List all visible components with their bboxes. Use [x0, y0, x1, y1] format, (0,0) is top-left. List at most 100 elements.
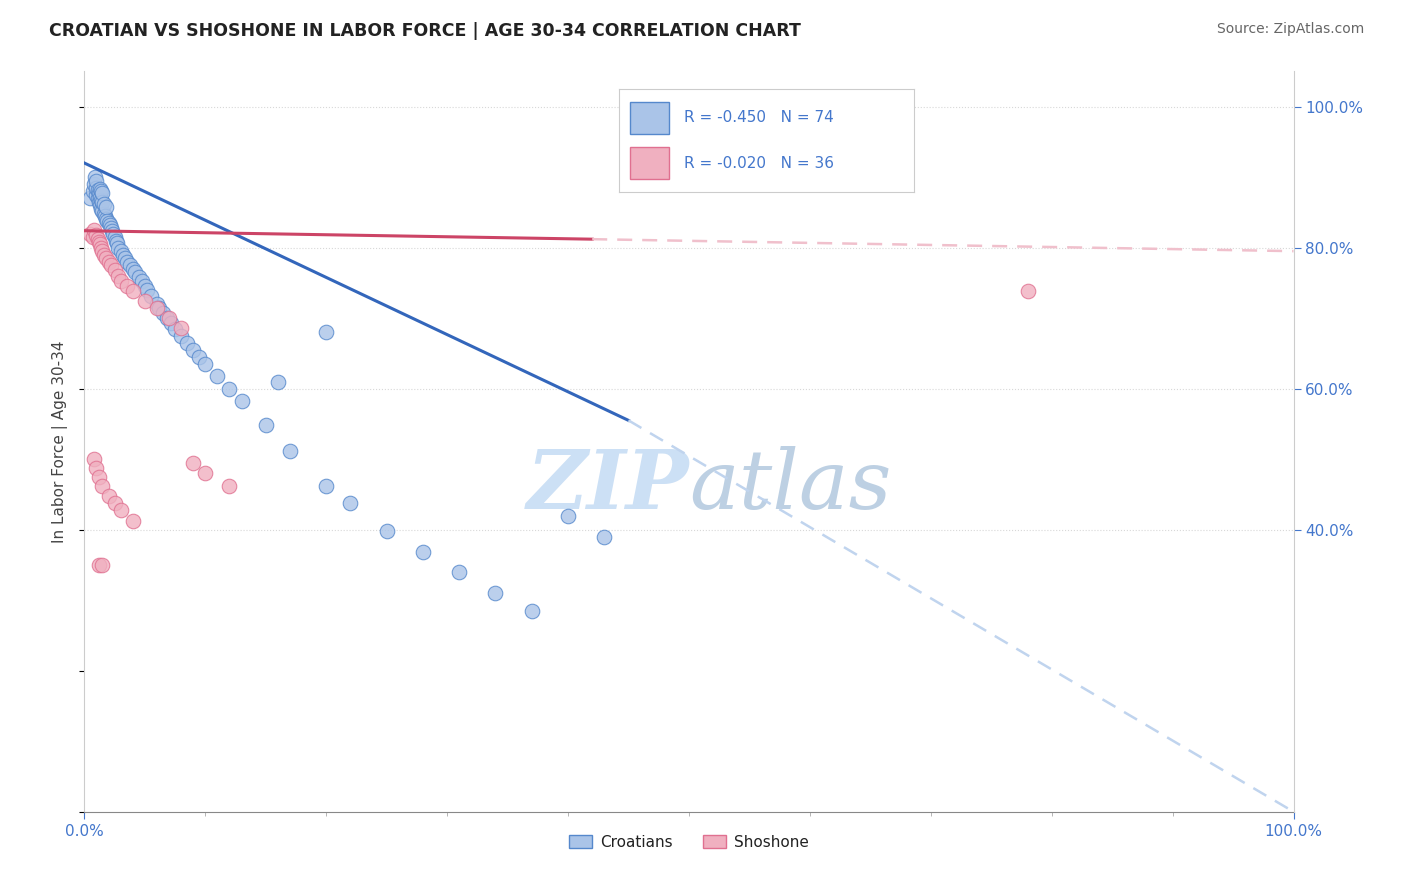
Point — [188, 350, 211, 364]
Point — [89, 198, 111, 212]
Point — [94, 200, 117, 214]
Point — [94, 212, 117, 227]
Point — [278, 443, 301, 458]
Point — [83, 223, 105, 237]
Point — [146, 297, 169, 311]
Point — [83, 452, 105, 467]
Point — [121, 514, 143, 528]
Point — [115, 254, 138, 268]
Point — [110, 275, 132, 289]
Point — [91, 479, 114, 493]
Point — [107, 241, 129, 255]
Point — [120, 258, 142, 272]
Point — [86, 460, 108, 475]
Point — [231, 394, 253, 409]
Point — [110, 244, 132, 259]
Point — [87, 558, 110, 572]
Point — [484, 586, 506, 600]
Point — [87, 470, 110, 484]
Point — [134, 279, 156, 293]
Point — [101, 224, 124, 238]
Point — [267, 375, 290, 389]
Point — [89, 182, 111, 196]
Point — [339, 496, 361, 510]
Point — [97, 216, 120, 230]
Point — [412, 545, 434, 559]
Point — [82, 230, 104, 244]
Point — [105, 236, 128, 251]
Point — [107, 268, 129, 283]
Point — [121, 285, 143, 299]
Point — [115, 279, 138, 293]
Point — [104, 263, 127, 277]
Point — [86, 187, 108, 202]
Point — [90, 184, 112, 198]
Point — [124, 265, 146, 279]
Point — [90, 241, 112, 255]
Point — [87, 194, 110, 209]
Point — [449, 565, 471, 579]
Point — [155, 311, 177, 326]
Point — [86, 183, 108, 197]
Point — [139, 288, 162, 302]
Point — [165, 322, 187, 336]
Point — [91, 204, 114, 219]
Point — [93, 197, 115, 211]
Point — [207, 368, 229, 383]
Point — [112, 248, 135, 262]
Point — [114, 251, 136, 265]
Point — [176, 335, 198, 350]
Point — [170, 321, 193, 335]
Point — [157, 311, 180, 326]
Point — [194, 357, 217, 371]
Point — [104, 496, 127, 510]
Point — [93, 207, 115, 221]
Point — [86, 232, 108, 246]
Point — [82, 184, 104, 198]
Point — [86, 174, 108, 188]
FancyBboxPatch shape — [630, 102, 669, 135]
Text: ZIP: ZIP — [526, 446, 689, 526]
Point — [557, 508, 579, 523]
Point — [84, 170, 107, 185]
Point — [94, 251, 117, 265]
Point — [97, 489, 120, 503]
Point — [520, 604, 543, 618]
Point — [110, 503, 132, 517]
Point — [131, 275, 153, 289]
Point — [146, 301, 169, 316]
Text: CROATIAN VS SHOSHONE IN LABOR FORCE | AGE 30-34 CORRELATION CHART: CROATIAN VS SHOSHONE IN LABOR FORCE | AG… — [49, 22, 801, 40]
Point — [104, 234, 127, 248]
Point — [83, 177, 105, 191]
Point — [170, 328, 193, 343]
Point — [89, 190, 111, 204]
Point — [254, 418, 277, 433]
Text: R = -0.020   N = 36: R = -0.020 N = 36 — [683, 155, 834, 170]
Point — [593, 530, 616, 544]
Point — [86, 180, 108, 194]
Point — [103, 227, 125, 241]
Legend: Croatians, Shoshone: Croatians, Shoshone — [564, 829, 814, 856]
Point — [87, 235, 110, 249]
Point — [91, 194, 114, 209]
Text: Source: ZipAtlas.com: Source: ZipAtlas.com — [1216, 22, 1364, 37]
Point — [89, 237, 111, 252]
Point — [100, 258, 122, 272]
Point — [100, 220, 122, 235]
Point — [91, 186, 114, 201]
Point — [315, 479, 337, 493]
Point — [79, 227, 101, 241]
Point — [93, 248, 115, 262]
Point — [86, 227, 108, 242]
Point — [79, 191, 101, 205]
Point — [218, 382, 240, 396]
Y-axis label: In Labor Force | Age 30-34: In Labor Force | Age 30-34 — [52, 340, 69, 543]
Point — [181, 456, 204, 470]
Point — [87, 186, 110, 200]
Point — [90, 202, 112, 216]
Point — [218, 479, 240, 493]
Point — [315, 325, 337, 339]
Point — [136, 283, 159, 297]
Point — [375, 524, 398, 538]
Point — [91, 244, 114, 259]
